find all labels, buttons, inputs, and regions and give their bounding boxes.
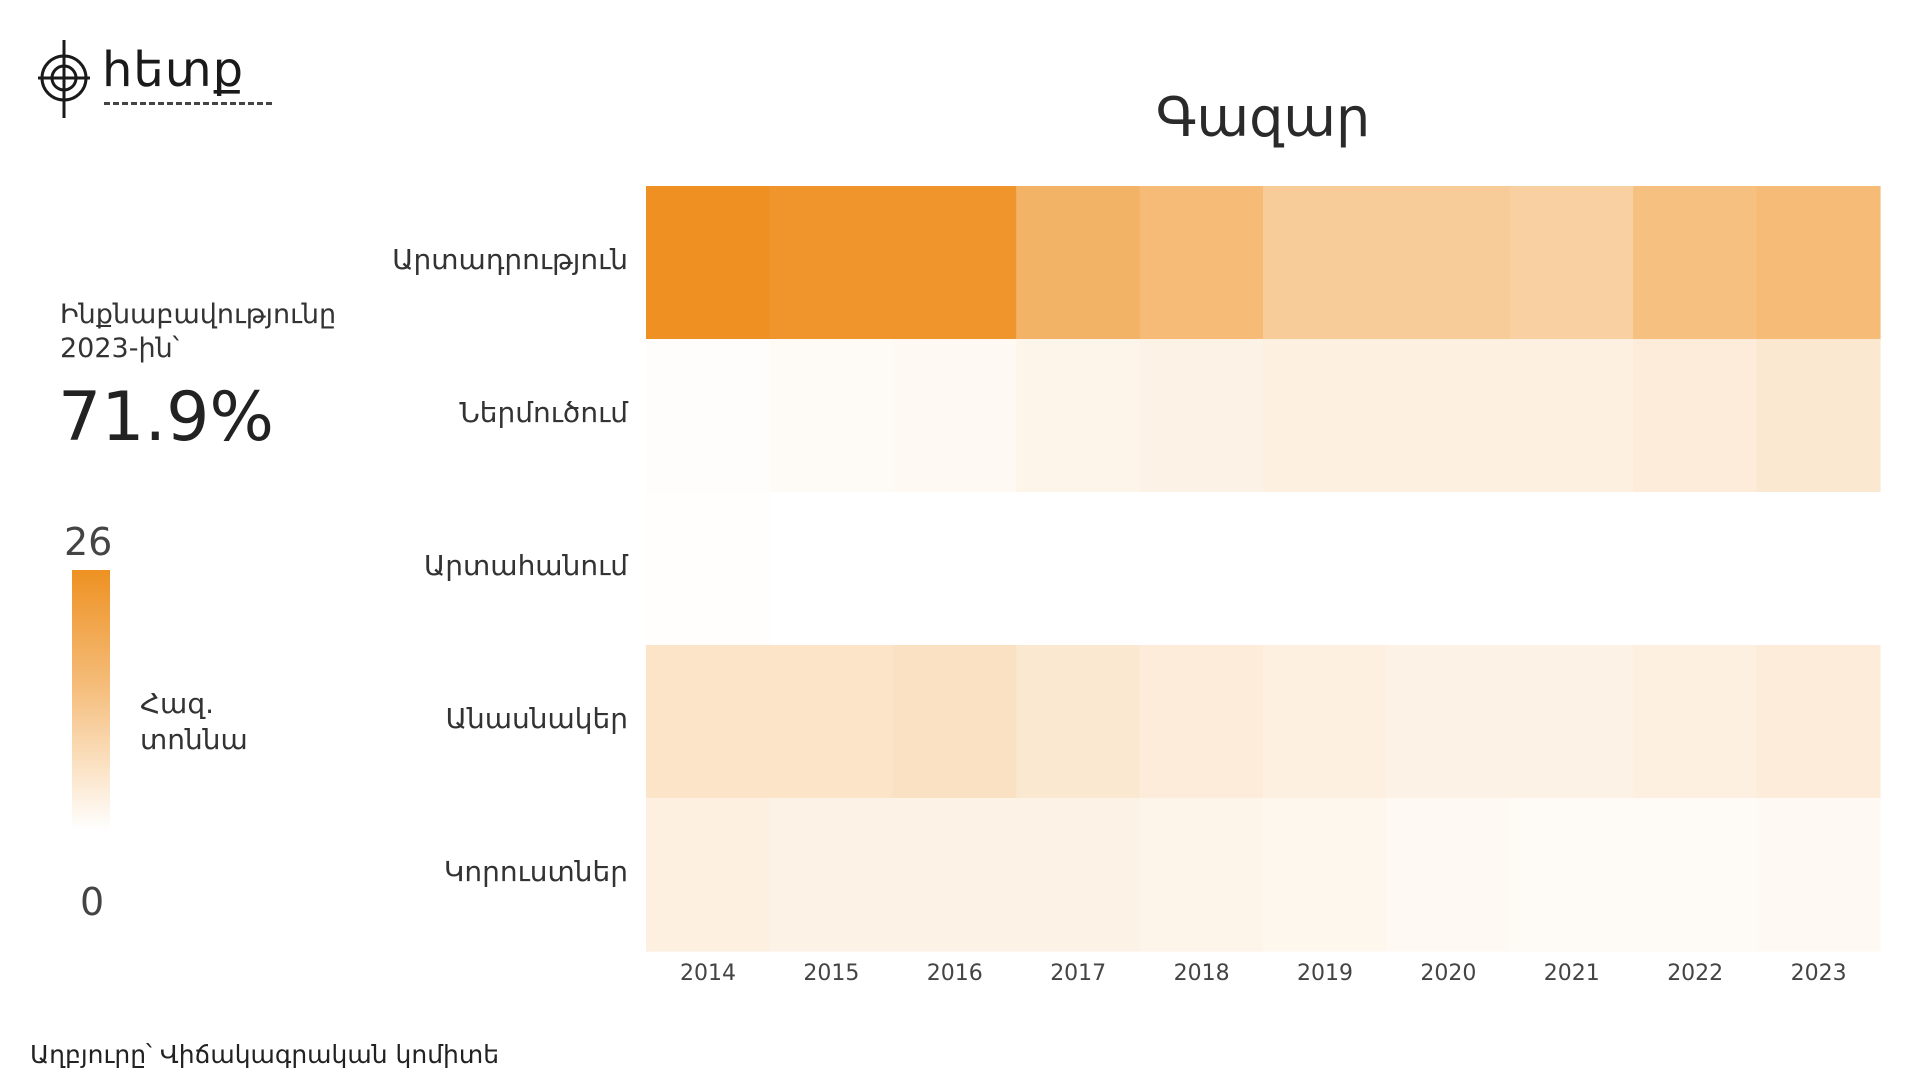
- heatmap-cell-Կորուստներ-2016: [892, 798, 1017, 952]
- heatmap-cell-Արտահանում-2023: [1756, 492, 1881, 646]
- colorbar: [72, 570, 110, 830]
- chart-title: Գազար: [1155, 86, 1371, 149]
- heatmap-cell-Կորուստներ-2019: [1263, 798, 1387, 952]
- logo-text: հետք: [102, 42, 245, 98]
- year-label: 2018: [1173, 961, 1230, 986]
- heatmap-cell-Արտադրություն-2017: [1016, 186, 1141, 340]
- heatmap-cell-Արտադրություն-2022: [1633, 186, 1758, 340]
- heatmap-cell-Անասնակեր-2020: [1386, 645, 1511, 799]
- heatmap-cell-Արտադրություն-2021: [1509, 186, 1634, 340]
- heatmap-chart: [646, 186, 1881, 952]
- heatmap-cell-Արտադրություն-2014: [646, 186, 770, 340]
- heatmap-cell-Ներմուծում-2016: [892, 339, 1017, 493]
- heatmap-cell-Արտահանում-2022: [1633, 492, 1758, 646]
- colorbar-max-label: 26: [64, 520, 113, 564]
- source-note: Աղբյուրը՝ Վիճակագրական կոմիտե: [30, 1040, 500, 1069]
- heatmap-cell-Արտահանում-2018: [1139, 492, 1264, 646]
- heatmap-cell-Կորուստներ-2020: [1386, 798, 1511, 952]
- heatmap-cell-Ներմուծում-2018: [1139, 339, 1264, 493]
- row-label: Անասնակեր: [445, 701, 628, 735]
- heatmap-cell-Կորուստներ-2018: [1139, 798, 1264, 952]
- heatmap-cell-Արտահանում-2015: [769, 492, 894, 646]
- heatmap-cell-Արտահանում-2016: [892, 492, 1017, 646]
- heatmap-cell-Արտահանում-2019: [1263, 492, 1387, 646]
- year-label: 2023: [1790, 961, 1847, 986]
- year-label: 2014: [680, 961, 736, 986]
- heatmap-cell-Կորուստներ-2017: [1016, 798, 1141, 952]
- heatmap-cell-Արտահանում-2021: [1509, 492, 1634, 646]
- heatmap-cell-Արտադրություն-2016: [892, 186, 1017, 340]
- heatmap-cell-Անասնակեր-2016: [892, 645, 1017, 799]
- heatmap-cell-Ներմուծում-2017: [1016, 339, 1141, 493]
- heatmap-cell-Արտադրություն-2019: [1263, 186, 1387, 340]
- heatmap-cell-Արտադրություն-2018: [1139, 186, 1264, 340]
- year-label: 2020: [1420, 961, 1477, 986]
- heatmap-cell-Ներմուծում-2015: [769, 339, 894, 493]
- year-label: 2021: [1543, 961, 1600, 986]
- heatmap-cell-Ներմուծում-2014: [646, 339, 770, 493]
- year-label: 2019: [1297, 961, 1353, 986]
- heatmap-cell-Անասնակեր-2017: [1016, 645, 1141, 799]
- heatmap-cell-Արտահանում-2020: [1386, 492, 1511, 646]
- heatmap-cell-Անասնակեր-2019: [1263, 645, 1387, 799]
- row-label: Ներմուծում: [459, 395, 628, 429]
- heatmap-cell-Կորուստներ-2021: [1509, 798, 1634, 952]
- year-label: 2016: [926, 961, 983, 986]
- heatmap-cell-Արտադրություն-2023: [1756, 186, 1881, 340]
- heatmap-cell-Անասնակեր-2023: [1756, 645, 1881, 799]
- colorbar-unit-label: Հազ. տոննա: [140, 687, 248, 756]
- heatmap-cell-Անասնակեր-2018: [1139, 645, 1264, 799]
- row-label: Կորուստներ: [443, 854, 628, 888]
- logo: հետք: [38, 38, 298, 128]
- logo-mark-icon: [38, 40, 90, 118]
- row-label: Արտահանում: [423, 548, 628, 582]
- heatmap-cell-Ներմուծում-2023: [1756, 339, 1881, 493]
- heatmap-cell-Արտադրություն-2015: [769, 186, 894, 340]
- heatmap-cell-Կորուստներ-2014: [646, 798, 770, 952]
- heatmap-cell-Անասնակեր-2015: [769, 645, 894, 799]
- year-label: 2017: [1050, 961, 1107, 986]
- heatmap-cell-Արտահանում-2017: [1016, 492, 1141, 646]
- row-label: Արտադրություն: [392, 242, 628, 276]
- heatmap-cell-Ներմուծում-2022: [1633, 339, 1758, 493]
- logo-subtitle-decoration: [104, 102, 274, 105]
- heatmap-cell-Անասնակեր-2014: [646, 645, 770, 799]
- heatmap-cell-Արտահանում-2014: [646, 492, 770, 646]
- heatmap-cell-Կորուստներ-2023: [1756, 798, 1881, 952]
- heatmap-cell-Անասնակեր-2021: [1509, 645, 1634, 799]
- year-label: 2015: [803, 961, 860, 986]
- heatmap-cell-Ներմուծում-2021: [1509, 339, 1634, 493]
- colorbar-min-label: 0: [80, 880, 105, 924]
- self-sufficiency-label: Ինքնաբավությունը 2023-ին՝: [60, 299, 337, 364]
- self-sufficiency-value: 71.9%: [58, 378, 275, 457]
- heatmap-cell-Կորուստներ-2022: [1633, 798, 1758, 952]
- heatmap-cell-Կորուստներ-2015: [769, 798, 894, 952]
- year-label: 2022: [1667, 961, 1724, 986]
- heatmap-cell-Ներմուծում-2019: [1263, 339, 1387, 493]
- heatmap-cell-Անասնակեր-2022: [1633, 645, 1758, 799]
- heatmap-cell-Ներմուծում-2020: [1386, 339, 1511, 493]
- heatmap-cell-Արտադրություն-2020: [1386, 186, 1511, 340]
